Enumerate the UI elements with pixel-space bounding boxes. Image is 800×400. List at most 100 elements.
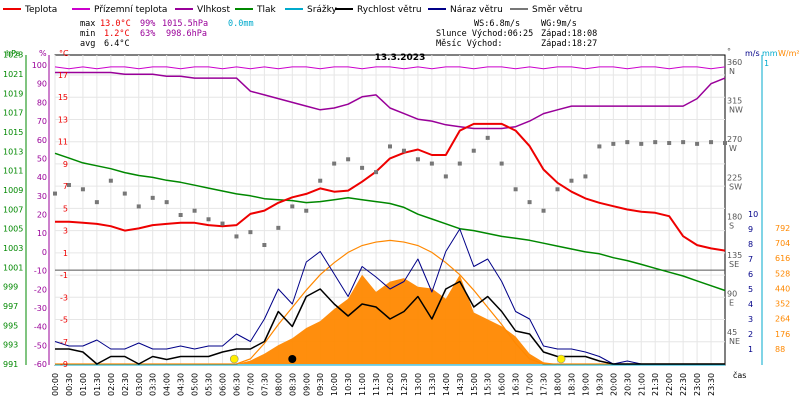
humidity-tick-label: -20 <box>34 285 47 294</box>
hpa-tick-label: 1015 <box>3 128 23 137</box>
wind-direction-point <box>597 144 602 149</box>
time-tick-label: 21:00 <box>637 373 646 396</box>
wm-tick-label: 88 <box>775 345 785 354</box>
humidity-axis-label: % <box>39 49 47 58</box>
hpa-tick-label: 1021 <box>3 70 23 79</box>
hpa-tick-label: 1009 <box>3 186 23 195</box>
series-lines <box>54 66 726 366</box>
humidity-tick-label: 50 <box>37 154 47 163</box>
wind-direction-point <box>485 135 490 140</box>
temp-tick-label: 11 <box>58 138 68 147</box>
time-tick-label: 09:00 <box>302 373 311 396</box>
time-tick-label: 17:30 <box>540 373 549 396</box>
time-tick-label: 00:00 <box>51 373 60 396</box>
time-tick-label: 16:00 <box>498 373 507 396</box>
time-tick-label: 15:00 <box>470 373 479 396</box>
time-tick-label: 22:00 <box>665 373 674 396</box>
wind-direction-point <box>136 204 141 209</box>
wind-direction-point <box>234 234 239 239</box>
wind-direction-point <box>80 187 85 192</box>
time-tick-label: 12:30 <box>400 373 409 396</box>
time-tick-label: 03:30 <box>149 373 158 396</box>
direction-tick-value: 135 <box>727 251 742 260</box>
wind-direction-point <box>178 213 183 217</box>
temp-tick-label: 13 <box>58 115 68 124</box>
hpa-tick-label: 1019 <box>3 89 23 98</box>
hpa-tick-label: 1007 <box>3 205 23 214</box>
humidity-tick-label: 90 <box>37 80 47 89</box>
ms-axis-label: m/s <box>745 49 760 58</box>
wind-speed-line <box>55 280 725 365</box>
time-tick-label: 08:00 <box>274 373 283 396</box>
wind-direction-point <box>541 208 546 213</box>
wind-direction-point <box>164 200 169 205</box>
direction-tick-value: 45 <box>727 328 737 337</box>
time-tick-label: 05:30 <box>205 373 214 396</box>
legend-label: Přízemní teplota <box>94 5 167 15</box>
temp-tick-label: 9 <box>63 160 68 169</box>
humidity-tick-label: -50 <box>34 341 47 350</box>
direction-tick-name: NW <box>729 106 743 115</box>
wind-direction-point <box>695 141 700 146</box>
stat-max-rain: 0.0mm <box>228 19 254 29</box>
time-tick-label: 07:00 <box>246 373 255 396</box>
humidity-tick-label: -30 <box>34 304 47 313</box>
temp-tick-label: -3 <box>60 293 68 302</box>
wind-direction-point <box>346 157 351 162</box>
wind-direction-point <box>513 187 518 192</box>
time-tick-label: 10:00 <box>330 373 339 396</box>
temp-axis-label: °C <box>59 49 69 58</box>
temperature-line <box>55 122 726 252</box>
humidity-tick-label: 10 <box>37 229 47 238</box>
humidity-tick-label: 60 <box>37 136 47 145</box>
time-tick-label: 20:00 <box>609 373 618 396</box>
humidity-tick-label: 100 <box>32 61 47 70</box>
wind-direction-point <box>248 230 253 235</box>
wind-direction-point <box>555 187 560 192</box>
wind-direction-point <box>192 208 197 213</box>
wm-tick-label: 616 <box>775 254 790 263</box>
time-tick-label: 15:30 <box>484 373 493 396</box>
wind-direction-point <box>94 200 99 205</box>
humidity-tick-label: 20 <box>37 211 47 220</box>
direction-tick-name: W <box>729 144 737 153</box>
time-tick-label: 07:30 <box>260 373 269 396</box>
ms-tick-label: 5 <box>748 285 753 294</box>
legend-label: Náraz větru <box>450 5 503 15</box>
wind-direction-point <box>304 208 309 213</box>
temp-tick-label: 17 <box>58 71 68 80</box>
wind-direction-point <box>122 191 127 196</box>
axes: hPa% °C1023102110191017101510131011100910… <box>3 47 800 396</box>
hpa-tick-label: 1013 <box>3 147 23 156</box>
wind-direction-point <box>709 140 714 145</box>
wm-tick-label: 792 <box>775 224 790 233</box>
time-tick-label: 02:00 <box>107 373 116 396</box>
temp-tick-label: 5 <box>63 204 68 213</box>
ms-tick-label: 8 <box>748 240 753 249</box>
temp-tick-label: -5 <box>60 316 68 325</box>
pressure-line <box>54 152 726 292</box>
time-tick-label: 22:30 <box>679 373 688 396</box>
time-tick-label: 08:30 <box>288 373 297 396</box>
time-tick-label: 21:30 <box>651 373 660 396</box>
wind-direction-point <box>360 165 365 170</box>
wind-direction-point <box>262 243 267 247</box>
time-tick-label: 02:30 <box>121 373 130 396</box>
direction-tick-name: E <box>729 298 734 307</box>
legend-label: Rychlost větru <box>357 5 422 15</box>
humidity-tick-label: 70 <box>37 117 47 126</box>
time-tick-label: 09:30 <box>316 373 325 396</box>
stat-min-label: min <box>80 29 95 39</box>
hpa-tick-label: 1001 <box>3 263 23 272</box>
direction-axis-label: ° <box>727 47 731 56</box>
wm-tick-label: 440 <box>775 284 790 293</box>
wind-direction-points <box>53 135 727 364</box>
wind-direction-point <box>723 141 727 145</box>
temp-tick-label: 15 <box>58 93 68 102</box>
chart-title: 13.3.2023 <box>375 53 426 63</box>
sunrise-text: Slunce Východ:06:25 <box>436 29 533 39</box>
humidity-tick-label: -40 <box>34 323 47 332</box>
wind-direction-point <box>206 217 211 222</box>
wind-direction-point <box>639 141 644 146</box>
ms-tick-label: 10 <box>748 210 758 219</box>
